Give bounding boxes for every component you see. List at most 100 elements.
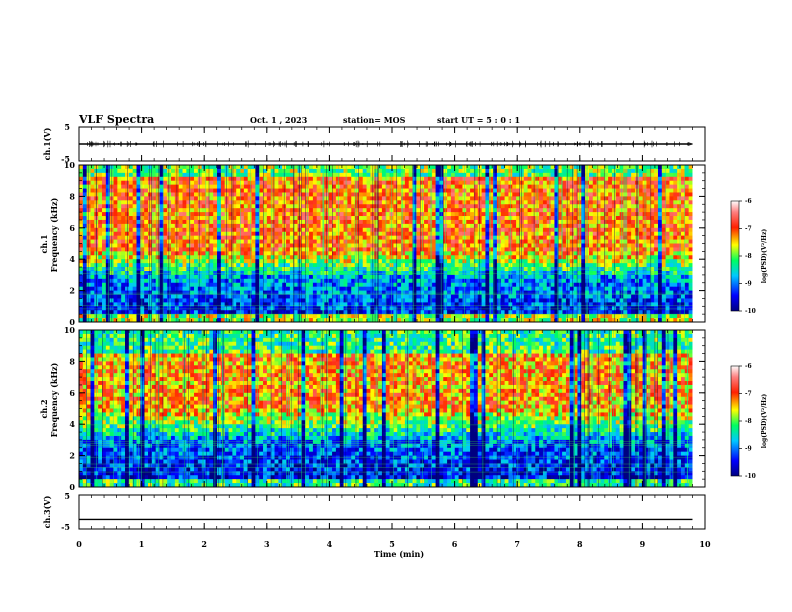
spectrogram-cell [504, 208, 509, 213]
spectrogram-cell [270, 263, 275, 268]
spectrogram-cell [171, 172, 176, 178]
spectrogram-cell [351, 243, 356, 248]
spectrogram-cell [140, 286, 145, 292]
spectrogram-cell [477, 302, 482, 307]
spectrogram-cell [224, 172, 229, 178]
spectrogram-cell [489, 278, 494, 284]
spectrogram-cell [477, 294, 482, 299]
spectrogram-cell [274, 216, 279, 221]
spectrogram-cell [366, 255, 371, 260]
spectrogram-cell [228, 255, 233, 260]
spectrogram-cell [240, 227, 245, 233]
spectrogram-cell [79, 247, 84, 252]
spectrogram-cell [385, 188, 390, 193]
spectrogram-cell [255, 251, 260, 256]
spectrogram-cell [332, 286, 337, 292]
spectrogram-cell [531, 180, 536, 186]
spectrogram-cell [435, 310, 440, 315]
spectrogram-cell [427, 231, 433, 237]
spectrogram-cell [385, 212, 390, 217]
spectrogram-cell [397, 231, 402, 237]
spectrogram-cell [228, 216, 233, 221]
spectrogram-cell [366, 176, 371, 182]
spectrogram-cell [408, 274, 413, 280]
spectrogram-cell [416, 192, 421, 197]
spectrogram-cell [293, 196, 298, 201]
spectrogram-cell [381, 263, 387, 268]
spectrogram-cell [232, 168, 237, 174]
spectrogram-cell [435, 235, 440, 240]
spectrogram-cell [404, 165, 410, 170]
spectrogram-cell [412, 239, 417, 244]
spectrogram-cell [343, 219, 348, 225]
ch1-ytick-top: 5 [64, 122, 70, 132]
spectrogram-cell [481, 259, 486, 264]
spectrogram-cell [251, 231, 256, 237]
spectrogram-cell [351, 267, 356, 272]
spectrogram-cell [251, 298, 256, 303]
spectrogram-cell [232, 219, 237, 225]
spectrogram-cell [493, 255, 498, 260]
spectrogram-cell [435, 188, 440, 193]
spectrogram-cell [435, 231, 440, 237]
spectrogram-cell [493, 188, 498, 193]
spectrogram-cell [397, 314, 402, 319]
spectrogram-cell [247, 278, 252, 284]
spectrogram-cell [351, 294, 356, 299]
spectrogram-cell [117, 192, 122, 197]
spectrogram-cell [458, 263, 463, 268]
spectrogram-cell [504, 165, 509, 170]
spectrogram-cell [86, 270, 91, 276]
spectrogram-cell [477, 247, 482, 252]
spectrogram-cell [201, 298, 206, 303]
spectrogram-cell [163, 243, 168, 248]
spectrogram-cell [289, 255, 295, 260]
spectrogram-cell [512, 172, 517, 178]
spectrogram-cell [458, 219, 463, 225]
spectrogram-cell [151, 302, 157, 307]
spectrogram-cell [289, 286, 295, 292]
spectrogram-cell [416, 243, 421, 248]
spectrogram-cell [516, 314, 521, 319]
spectrogram-cell [485, 223, 490, 229]
spectrogram-cell [378, 176, 383, 182]
spectrogram-cell [102, 274, 107, 280]
spectrogram-cell [286, 294, 291, 299]
spectrogram-cell [105, 172, 111, 178]
spectrogram-cell [263, 302, 268, 307]
spectrogram-cell [351, 172, 356, 178]
spectrogram-cell [105, 243, 111, 248]
spectrogram-cell [408, 176, 413, 182]
spectrogram-cell [378, 302, 383, 307]
spectrogram-cell [416, 172, 421, 178]
spectrogram-cell [378, 278, 383, 284]
spectrogram-cell [301, 212, 306, 217]
spectrogram-cell [447, 286, 452, 292]
spectrogram-cell [186, 180, 191, 186]
spectrogram-cell [393, 294, 398, 299]
spectrogram-cell [240, 223, 245, 229]
spectrogram-cell [401, 247, 406, 252]
spectrogram-cell [351, 278, 356, 284]
spectrogram-cell [197, 274, 203, 280]
spectrogram-cell [90, 282, 95, 288]
spectrogram-cell [247, 286, 252, 292]
spectrogram-cell [274, 200, 279, 205]
spectrogram-cell [155, 318, 160, 323]
spectrogram-cell [90, 302, 95, 307]
spectrogram-cell [128, 192, 134, 197]
spectrogram-cell [312, 208, 318, 213]
spectrogram-cell [339, 200, 344, 205]
spectrogram-cell [366, 243, 371, 248]
spectrogram-cell [301, 278, 306, 284]
spectrogram-cell [266, 192, 272, 197]
spectrogram-cell [466, 223, 471, 229]
spectrogram-cell [224, 231, 229, 237]
spectrogram-cell [516, 286, 521, 292]
spectrogram-cell [113, 165, 118, 170]
spectrogram-cell [278, 243, 283, 248]
spectrogram-cell [489, 239, 494, 244]
spectrogram-cell [416, 274, 421, 280]
spectrogram-cell [251, 286, 256, 292]
spectrogram-cell [393, 247, 398, 252]
